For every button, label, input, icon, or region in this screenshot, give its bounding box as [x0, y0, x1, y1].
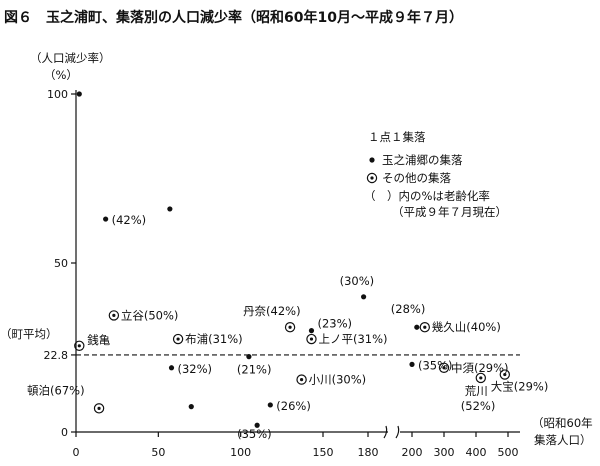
settlement-point-other-center	[423, 325, 427, 329]
point-label: (21%)	[237, 363, 272, 377]
settlement-point-other-ring	[172, 333, 184, 345]
legend-ringed-marker-outer	[366, 172, 378, 184]
point-label: (35%)	[418, 358, 453, 372]
point-label: (26%)	[276, 399, 311, 413]
settlement-point-other-center	[442, 366, 446, 370]
legend-filled-label: 玉之浦郷の集落	[382, 153, 463, 167]
point-label: 小川(30%)	[309, 373, 367, 387]
settlement-point-tamanoura	[76, 91, 82, 97]
point-label: 立谷(50%)	[121, 308, 179, 322]
x-axis-break-mark	[383, 425, 400, 439]
legend-ringed-marker-inner	[370, 176, 374, 180]
point-label: (32%)	[178, 362, 213, 376]
point-label: 中須(29%)	[451, 361, 509, 375]
settlement-point-other-center	[299, 378, 304, 382]
ticks: 0 50 100 0 50 100 150 180 200 300 400 500	[47, 88, 519, 459]
point-label: 丹奈(42%)	[243, 304, 301, 318]
settlement-point-other-ring	[306, 333, 317, 345]
settlement-point-tamanoura	[409, 361, 415, 367]
settlement-point-other-ring	[499, 369, 510, 380]
x-tick-label: 180	[358, 446, 379, 459]
settlement-point-tamanoura	[168, 365, 175, 371]
data-labels: (42%) (32%) (21%) (23%) (30%) (28%) (26%) (35%)…	[27, 213, 548, 441]
x-tick-label: 400	[466, 446, 487, 459]
settlement-point-other-center	[309, 337, 314, 341]
data-points	[74, 91, 510, 428]
settlement-point-other-center	[503, 372, 507, 377]
point-label: (28%)	[391, 302, 426, 316]
settlement-point-other-ring	[296, 374, 307, 385]
point-label: 布浦(31%)	[185, 332, 243, 346]
axes	[75, 90, 520, 439]
y-axis-label: （人口減少率）	[30, 51, 111, 65]
settlement-point-tamanoura	[246, 354, 252, 360]
settlement-point-other-center	[112, 313, 116, 317]
point-label: 大宝(29%)	[491, 380, 549, 394]
settlement-point-other-ring	[93, 403, 105, 414]
x-tick-label: 300	[434, 446, 455, 459]
y-tick-label: 0	[61, 426, 68, 439]
point-label: (30%)	[340, 274, 375, 288]
point-label: 幾久山(40%)	[432, 320, 501, 334]
settlement-point-tamanoura	[267, 402, 273, 408]
settlement-point-other-ring	[284, 322, 296, 333]
settlement-point-other-ring	[438, 362, 450, 373]
point-label: (42%)	[112, 213, 147, 227]
y-tick-label: 100	[47, 88, 68, 101]
point-label: 頓泊(67%)	[27, 383, 85, 397]
legend-note-line2: （平成９年７月現在）	[392, 205, 507, 219]
x-tick-label: 0	[73, 446, 80, 459]
settlement-point-tamanoura	[188, 404, 194, 410]
x-tick-label: 150	[313, 446, 334, 459]
x-tick-label: 500	[498, 446, 519, 459]
legend-filled-marker	[369, 157, 375, 163]
legend-note-line1: （ ）内の%は老齢化率	[364, 189, 490, 203]
settlement-point-other-ring	[108, 310, 120, 321]
settlement-point-other-center	[97, 406, 101, 410]
settlement-point-tamanoura	[254, 422, 260, 428]
settlement-point-other-ring	[419, 322, 430, 333]
point-label: 上ノ平(31%)	[318, 332, 387, 346]
settlement-point-other-center	[288, 325, 292, 329]
point-label-secondary: (52%)	[461, 399, 496, 413]
point-label: 銭亀	[87, 333, 110, 347]
reference-line-value: 22.8	[44, 349, 69, 362]
reference-line-name: （町平均）	[0, 327, 58, 341]
settlement-point-other-center	[77, 344, 81, 348]
settlement-point-tamanoura	[414, 324, 420, 330]
settlement-point-other-center	[176, 337, 180, 341]
x-axis-label-line2: 集落人口）	[534, 433, 592, 447]
point-label: (23%)	[317, 317, 352, 331]
reference-line-group: 22.8	[44, 349, 520, 362]
chart-title: 図６ 玉之浦町、集落別の人口減少率（昭和60年10月〜平成９年７月）	[4, 9, 463, 26]
settlement-point-tamanoura	[167, 206, 173, 212]
legend: １点１集落 玉之浦郷の集落 その他の集落 （ ）内の%は老齢化率 （平成９年７月…	[364, 130, 507, 219]
settlement-point-tamanoura	[361, 294, 367, 300]
x-tick-label: 100	[230, 446, 251, 459]
x-tick-label: 50	[151, 446, 165, 459]
settlement-point-other-center	[479, 376, 483, 380]
y-tick-label: 50	[54, 257, 68, 270]
point-label: 荒川	[465, 384, 488, 398]
settlement-point-tamanoura	[103, 216, 109, 222]
settlement-point-other-ring	[74, 340, 85, 352]
legend-ringed-label: その他の集落	[382, 171, 451, 185]
y-axis-unit: （%）	[44, 68, 78, 82]
x-tick-label: 200	[402, 446, 423, 459]
point-label: (35%)	[237, 427, 272, 441]
settlement-point-tamanoura	[308, 328, 315, 334]
legend-title: １点１集落	[368, 130, 426, 144]
settlement-point-other-ring	[475, 372, 486, 384]
x-axis-label-line1: （昭和60年	[532, 416, 593, 430]
